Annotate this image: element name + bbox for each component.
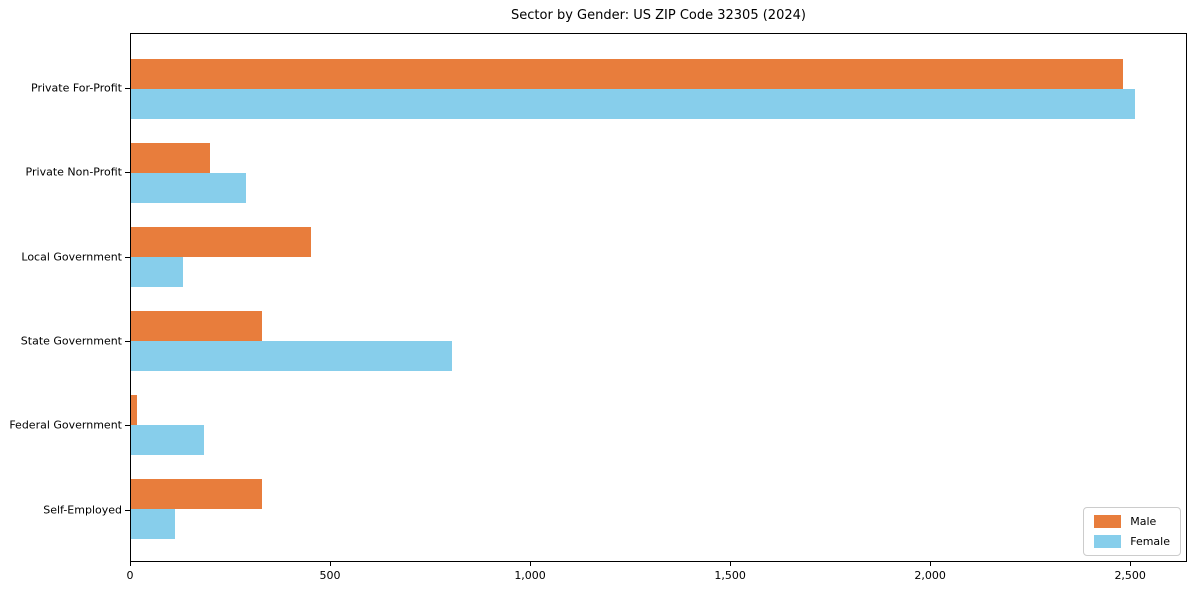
bar-male-state-government [131, 310, 262, 341]
y-tick-mark [125, 509, 130, 511]
y-tick-mark [125, 88, 130, 89]
bar-male-self-employed [131, 478, 262, 509]
y-tick-label: Private Non-Profit [25, 165, 122, 179]
y-tick-mark [125, 340, 130, 342]
bar-female-private-for-profit [131, 88, 1136, 119]
y-tick-mark [125, 172, 130, 174]
legend-label: Male [1130, 515, 1157, 528]
bar-female-private-non-profit [131, 172, 246, 203]
legend-swatch-female [1094, 535, 1122, 548]
bar-group [131, 226, 1186, 287]
x-tick-label: 1,000 [514, 569, 546, 582]
y-tick-mark [125, 256, 130, 258]
bar-group [131, 58, 1186, 119]
y-tick-label: State Government [20, 334, 122, 348]
y-tick-label: Private For-Profit [31, 81, 122, 95]
x-tick-label: 500 [319, 569, 341, 582]
bar-group [131, 394, 1186, 455]
legend-item-male: Male [1094, 515, 1170, 528]
bar-male-private-non-profit [131, 142, 211, 173]
x-tick-mark [530, 562, 532, 566]
y-tick-label: Self-Employed [43, 503, 122, 516]
chart-title: Sector by Gender: US ZIP Code 32305 (202… [511, 8, 806, 23]
bar-group [131, 142, 1186, 203]
x-tick-label: 0 [126, 569, 134, 582]
bar-male-private-for-profit [131, 58, 1124, 89]
plot-area [130, 33, 1187, 562]
y-tick-label: Local Government [21, 250, 122, 264]
x-tick-mark [730, 562, 732, 566]
bar-female-local-government [131, 256, 183, 287]
x-tick-mark [930, 562, 932, 566]
y-tick-mark [125, 425, 130, 427]
legend-swatch-male [1094, 515, 1122, 528]
legend-label: Female [1130, 535, 1170, 548]
legend-item-female: Female [1094, 535, 1170, 548]
x-axis: 0 500 1,000 1,500 2,000 2,500 [126, 562, 1187, 592]
y-tick-label: Federal Government [9, 418, 122, 432]
legend: Male Female [1083, 507, 1181, 556]
x-tick-mark [330, 562, 332, 566]
y-axis-labels: Private For-Profit Private Non-Profit Loca… [0, 33, 122, 562]
bar-male-local-government [131, 226, 311, 257]
x-tick-label: 1,500 [714, 569, 746, 582]
x-tick-label: 2,500 [1114, 569, 1146, 582]
x-tick-label: 2,000 [914, 569, 946, 582]
bar-female-state-government [131, 340, 453, 371]
bar-male-federal-government [131, 394, 137, 425]
bar-female-federal-government [131, 424, 205, 455]
bar-group [131, 478, 1186, 539]
x-tick-mark [1130, 562, 1132, 566]
bar-group [131, 310, 1186, 371]
x-tick-mark [130, 562, 131, 566]
bar-female-self-employed [131, 508, 175, 539]
